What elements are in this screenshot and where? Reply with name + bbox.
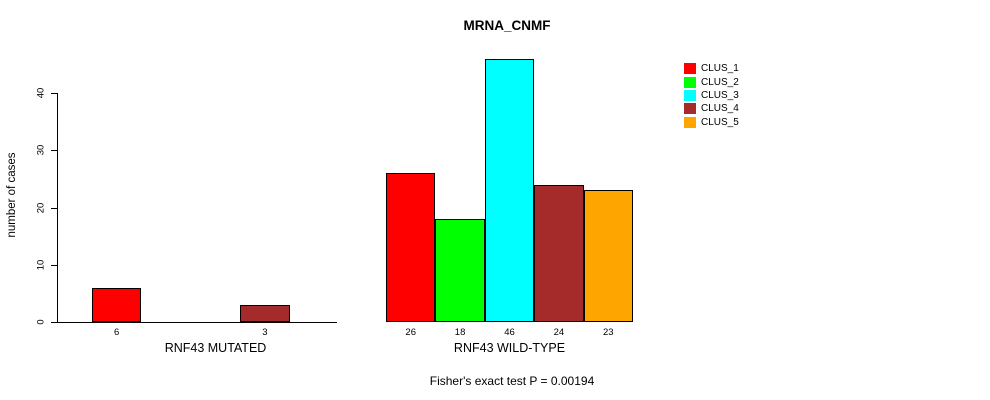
- bar-value-label: 23: [603, 327, 614, 338]
- legend-item: CLUS_2: [684, 75, 739, 88]
- bar-clus_2: [435, 218, 485, 322]
- bar-clus_4: [240, 304, 290, 322]
- legend-label: CLUS_5: [701, 116, 739, 128]
- y-tick-label: 0: [35, 319, 47, 325]
- bar-value-label: 3: [262, 327, 268, 338]
- legend-swatch: [684, 89, 696, 101]
- fisher-test-annotation: Fisher's exact test P = 0.00194: [429, 374, 595, 388]
- legend-label: CLUS_1: [701, 63, 739, 75]
- group-label: RNF43 WILD-TYPE: [453, 341, 566, 355]
- legend-swatch: [684, 63, 696, 75]
- chart-title: MRNA_CNMF: [463, 18, 551, 33]
- bar-clus_1: [92, 287, 142, 322]
- bar-value-label: 6: [114, 327, 120, 338]
- bar-clus_5: [583, 190, 633, 322]
- bar-value-label: 26: [405, 327, 416, 338]
- legend-item: CLUS_3: [684, 89, 739, 102]
- y-axis-label: number of cases: [6, 152, 18, 238]
- y-tick-mark: [51, 264, 57, 266]
- y-tick-label: 10: [35, 259, 47, 271]
- y-tick-mark: [51, 322, 57, 323]
- y-tick-mark: [51, 93, 57, 94]
- bar-clus_1: [386, 173, 436, 322]
- legend-label: CLUS_3: [701, 89, 739, 101]
- group-label: RNF43 MUTATED: [164, 341, 267, 355]
- legend-item: CLUS_1: [684, 62, 739, 75]
- x-axis-baseline: [57, 322, 337, 323]
- bar-value-label: 18: [454, 327, 466, 338]
- legend-item: CLUS_4: [684, 102, 739, 115]
- y-tick-label: 40: [35, 87, 47, 99]
- legend-swatch: [684, 116, 696, 128]
- y-tick-mark: [51, 150, 57, 152]
- legend-swatch: [684, 103, 696, 115]
- y-tick-label: 30: [35, 144, 47, 156]
- legend-swatch: [684, 76, 696, 88]
- bar-value-label: 46: [504, 327, 515, 338]
- y-tick-mark: [51, 207, 57, 209]
- legend-label: CLUS_2: [701, 76, 739, 88]
- y-tick-label: 20: [35, 202, 47, 213]
- bar-value-label: 24: [553, 327, 565, 338]
- legend-label: CLUS_4: [701, 103, 739, 115]
- legend-item: CLUS_5: [684, 116, 739, 129]
- legend: CLUS_1 CLUS_2 CLUS_3 CLUS_4 CLUS_5: [684, 62, 739, 129]
- y-axis-line: [57, 93, 58, 323]
- bar-clus_3: [484, 58, 535, 322]
- bar-clus_4: [534, 184, 584, 322]
